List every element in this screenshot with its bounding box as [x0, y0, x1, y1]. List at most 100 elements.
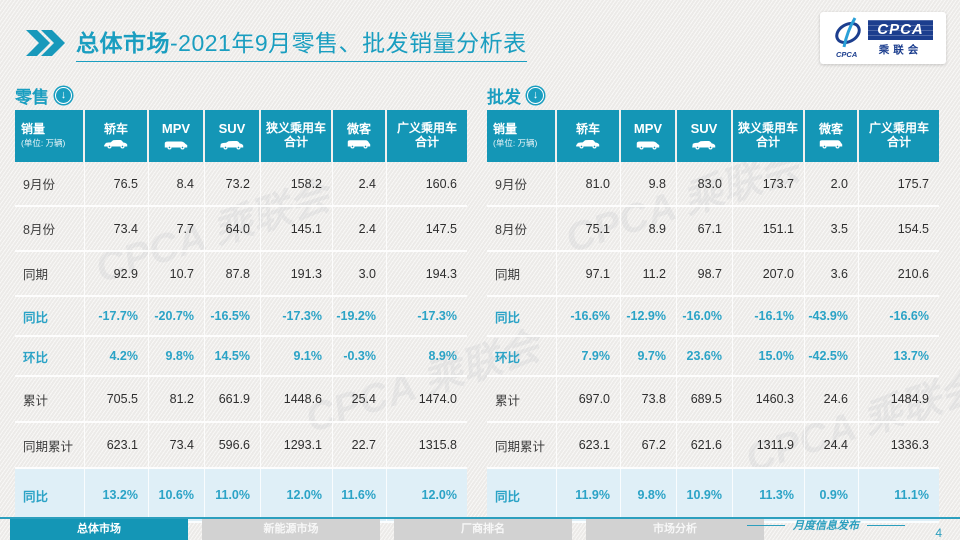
cell-value: 13.2%: [85, 469, 149, 521]
cell-value: -16.0%: [677, 297, 733, 335]
table-row: 8月份 75.1 8.9 67.1 151.1 3.5 154.5: [487, 207, 939, 252]
cell-value: -17.3%: [417, 309, 457, 323]
cell-value: 1448.6: [261, 377, 333, 421]
cell-value: 76.5: [85, 162, 149, 205]
cell-value: 11.1%: [894, 488, 929, 502]
cell-value: -43.9%: [805, 297, 859, 335]
cell-value: 7.9%: [557, 337, 621, 375]
table-row: 同期 92.9 10.7 87.8 191.3 3.0 194.3: [15, 252, 467, 297]
cell-value: 10.9%: [677, 469, 733, 521]
wholesale-table: 批发 ↓ 销量 (单位: 万辆) 轿车 MPV SUV 狭义乘用车 合计 微客 广义乘用车 合计 …: [487, 84, 939, 523]
note-line-left: [747, 524, 785, 526]
column-label-line2: 合计: [886, 135, 911, 149]
title-chevrons-icon: [26, 30, 65, 56]
cell-value: -16.1%: [733, 297, 805, 335]
cell-value: -17.7%: [85, 297, 149, 335]
cell-value: 4.2%: [85, 337, 149, 375]
table-row: 同比 -16.6% -12.9% -16.0% -16.1% -43.9% -16.6%: [487, 297, 939, 337]
column-label: 微客: [346, 121, 371, 136]
table-row: 累计 705.5 81.2 661.9 1448.6 25.4 1474.0: [15, 377, 467, 423]
cell-value: 73.4: [149, 423, 205, 467]
cell-value: 9.8%: [149, 337, 205, 375]
cell-value: 11.0%: [205, 469, 261, 521]
table-row: 同比 11.9% 9.8% 10.9% 11.3% 0.9% 11.1%: [487, 469, 939, 523]
header-cell: 销量 (单位: 万辆): [487, 110, 557, 162]
column-label: 轿车: [103, 121, 128, 136]
column-label: SUV: [218, 121, 246, 137]
cell-value: 1315.8: [418, 438, 457, 452]
header-cell: 狭义乘用车 合计: [733, 110, 805, 162]
header-cell: MPV: [621, 110, 677, 162]
cpca-logo: CPCA CPCA 乘联会: [820, 12, 946, 64]
cell-value: 1484.9: [890, 392, 929, 406]
row-label: 9月份: [487, 162, 557, 205]
row-label: 环比: [15, 337, 85, 375]
column-unit-label: (单位: 万辆): [493, 138, 538, 149]
column-label-line2: 合计: [755, 135, 780, 149]
cell-value: 8.9%: [428, 349, 458, 363]
cell-value: 24.6: [805, 377, 859, 421]
column-label: 狭义乘用车: [737, 121, 798, 136]
cell-value: 73.2: [205, 162, 261, 205]
table-row: 8月份 73.4 7.7 64.0 145.1 2.4 147.5: [15, 207, 467, 252]
table-row: 9月份 76.5 8.4 73.2 158.2 2.4 160.6: [15, 162, 467, 207]
cell-value: -16.6%: [557, 297, 621, 335]
cell-value: 64.0: [205, 207, 261, 250]
header-cell: MPV: [149, 110, 205, 162]
cell-value: 194.3: [425, 266, 457, 281]
row-label: 同期累计: [487, 423, 557, 467]
table-row: 同期累计 623.1 73.4 596.6 1293.1 22.7 1315.8: [15, 423, 467, 469]
cell-value: 92.9: [85, 252, 149, 295]
column-label-line2: 合计: [414, 135, 439, 149]
cell-value: 98.7: [677, 252, 733, 295]
row-label: 同期: [15, 252, 85, 295]
column-label: 狭义乘用车: [265, 121, 326, 136]
suv-icon: [220, 140, 244, 150]
cell-value: 154.5: [897, 221, 929, 236]
header-cell: SUV: [205, 110, 261, 162]
cell-value: 14.5%: [205, 337, 261, 375]
cell-value: 10.6%: [149, 469, 205, 521]
table-body: 9月份 76.5 8.4 73.2 158.2 2.4 160.6 8月份 73.4 7.7 64.…: [15, 162, 467, 523]
cell-value: -16.5%: [205, 297, 261, 335]
cell-value: 24.4: [805, 423, 859, 467]
monthly-release-label: 月度信息发布: [793, 520, 859, 532]
header-cell: 微客: [805, 110, 859, 162]
column-label: 轿车: [575, 121, 600, 136]
footer-tab-2[interactable]: 厂商排名: [394, 519, 572, 540]
cell-value: 67.1: [677, 207, 733, 250]
cell-value: 621.6: [677, 423, 733, 467]
logo-cpca-text: CPCA: [868, 19, 933, 40]
footer-tab-0[interactable]: 总体市场: [10, 519, 188, 540]
suv-icon: [692, 140, 716, 150]
cell-value: 173.7: [733, 162, 805, 205]
cell-value: -0.3%: [333, 337, 387, 375]
page-title: 总体市场-2021年9月零售、批发销量分析表: [76, 24, 527, 62]
footer-tab-3[interactable]: 市场分析: [586, 519, 764, 540]
row-label: 累计: [487, 377, 557, 421]
cell-value: 8.9: [621, 207, 677, 250]
table-row: 同比 13.2% 10.6% 11.0% 12.0% 11.6% 12.0%: [15, 469, 467, 523]
cell-value: 2.4: [333, 207, 387, 250]
cell-value: 191.3: [261, 252, 333, 295]
row-label: 8月份: [487, 207, 557, 250]
header-cell: 广义乘用车 合计: [387, 110, 467, 162]
table-body: 9月份 81.0 9.8 83.0 173.7 2.0 175.7 8月份 75.1 8.9 67.…: [487, 162, 939, 523]
header-cell: 轿车: [85, 110, 149, 162]
row-label: 同比: [15, 297, 85, 335]
table-row: 9月份 81.0 9.8 83.0 173.7 2.0 175.7: [487, 162, 939, 207]
table-row: 同期累计 623.1 67.2 621.6 1311.9 24.4 1336.3: [487, 423, 939, 469]
footer-tab-bar: 总体市场 新能源市场 厂商排名 市场分析: [10, 519, 764, 540]
monthly-release-note: 月度信息发布: [747, 517, 905, 533]
retail-section-header: 零售 ↓: [15, 84, 467, 107]
cell-value: 9.8%: [621, 469, 677, 521]
cell-value: 75.1: [557, 207, 621, 250]
cell-value: -16.6%: [889, 309, 929, 323]
row-label: 同比: [15, 469, 85, 521]
cell-value: 1311.9: [733, 423, 805, 467]
footer-tab-1[interactable]: 新能源市场: [202, 519, 380, 540]
cell-value: 73.8: [621, 377, 677, 421]
cell-value: -42.5%: [805, 337, 859, 375]
cell-value: 23.6%: [677, 337, 733, 375]
cell-value: 623.1: [557, 423, 621, 467]
